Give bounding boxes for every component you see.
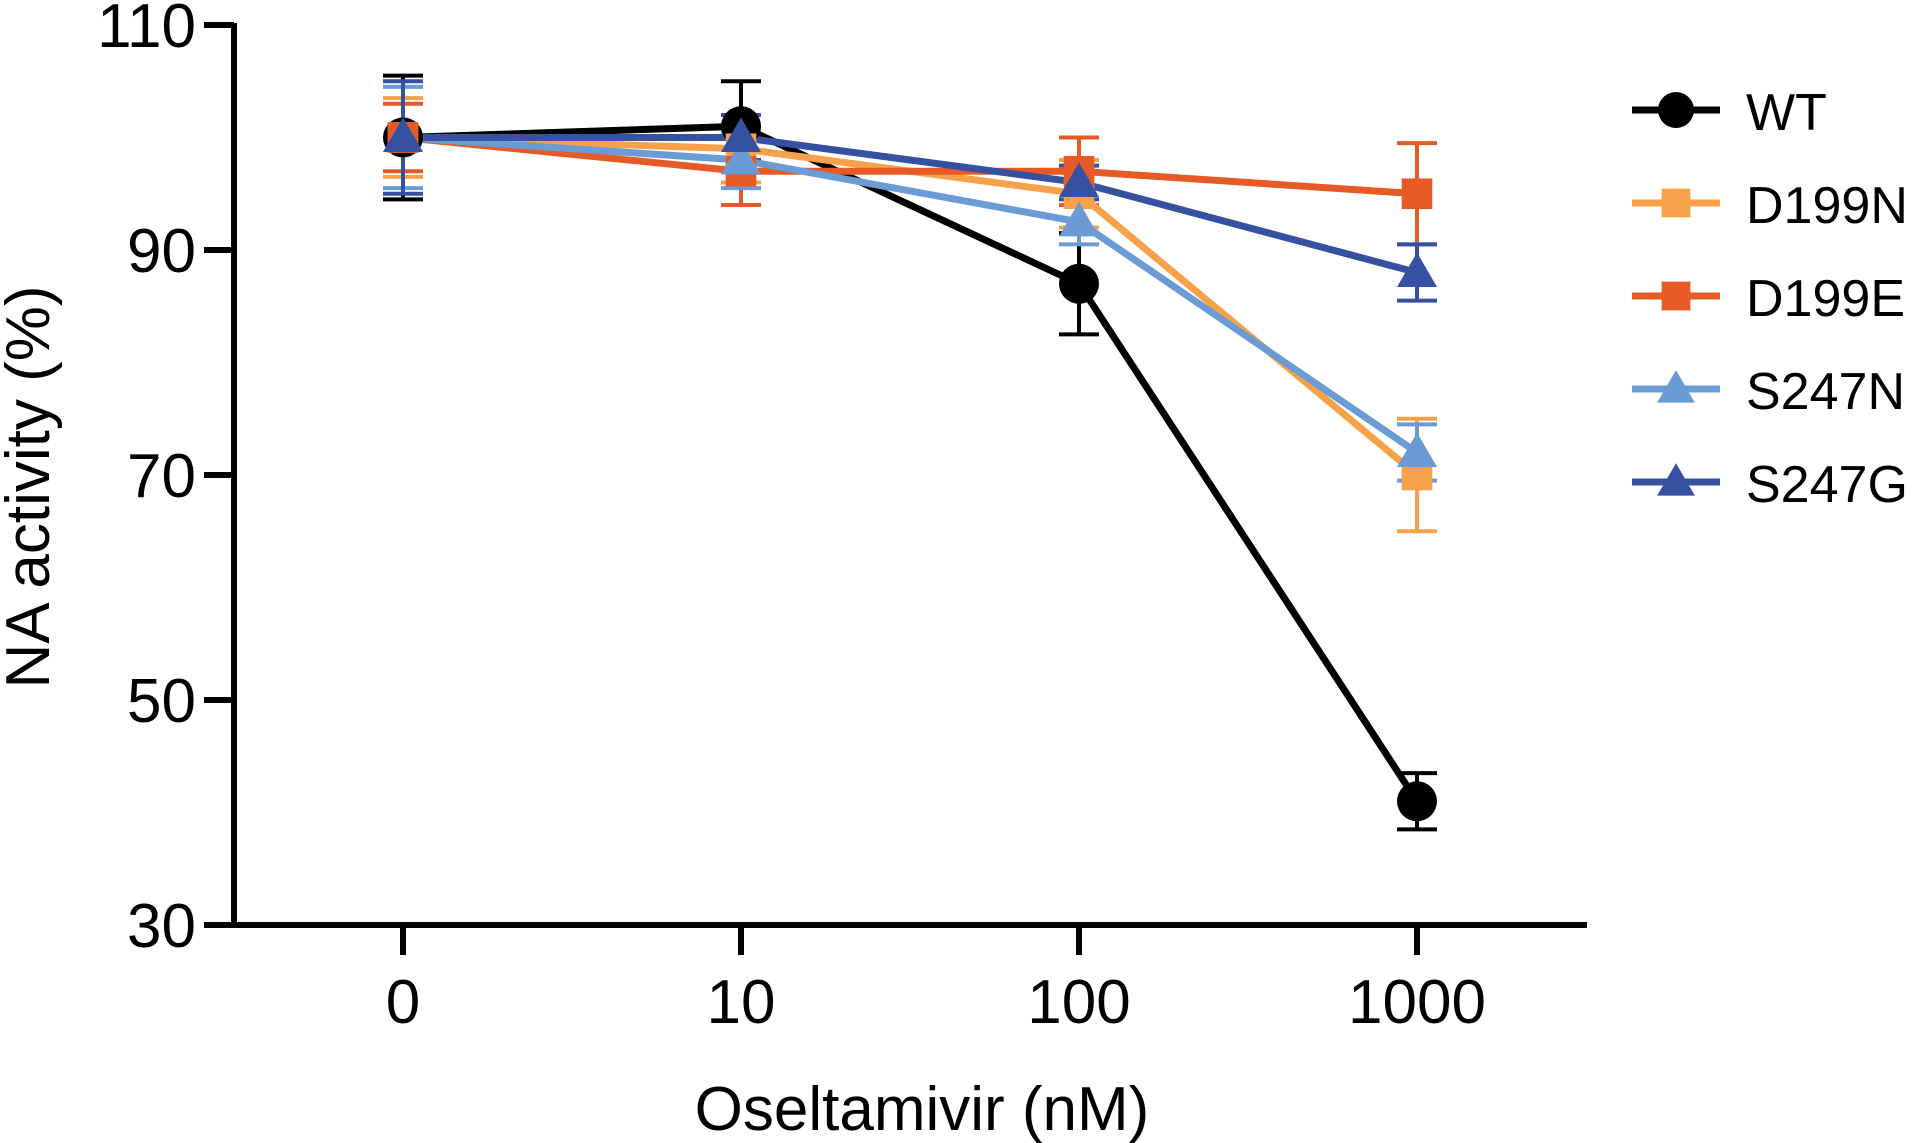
series-D199E-line: [402, 134, 1418, 198]
legend-swatch-marker: [1658, 92, 1694, 128]
data-point: [1396, 252, 1438, 288]
legend-item-WT: WT: [1632, 84, 1827, 142]
data-point: [1397, 781, 1437, 822]
data-point: [720, 117, 762, 153]
legend-label: D199E: [1746, 270, 1905, 328]
series-S247G-line: [403, 134, 1418, 276]
x-tick-label: 100: [1027, 968, 1130, 1037]
series-WT-points: [383, 106, 1437, 822]
legend-label: S247N: [1746, 363, 1905, 421]
series-layer: [382, 73, 1438, 832]
legend-item-D199N: D199N: [1632, 177, 1908, 235]
x-tick-label: 1000: [1348, 968, 1486, 1037]
x-tick-label: 0: [386, 968, 420, 1037]
legend-swatch-marker: [1661, 281, 1691, 311]
legend-label: S247G: [1746, 456, 1908, 514]
x-tick-label: 10: [707, 968, 776, 1037]
legend-swatch-marker: [1657, 370, 1695, 403]
data-point: [1396, 432, 1438, 468]
y-tick-label: 50: [127, 667, 196, 736]
legend-item-D199E: D199E: [1632, 270, 1905, 328]
legend-swatch-marker: [1661, 188, 1691, 218]
data-point: [1058, 201, 1100, 237]
series-WT-line: [402, 122, 1420, 804]
data-point: [382, 117, 424, 153]
y-tick-label: 30: [127, 892, 196, 961]
legend-item-S247N: S247N: [1632, 363, 1905, 421]
axes-layer: 30 50 70 90 110 0 10 100 1000: [97, 0, 1587, 1037]
y-tick-label: 90: [127, 217, 196, 286]
series-S247N-line: [402, 134, 1419, 456]
x-axis-title: Oseltamivir (nM): [695, 1075, 1150, 1143]
data-point: [1059, 263, 1099, 304]
y-tick-label: 110: [97, 0, 196, 61]
series-S247G-points: [382, 117, 1438, 288]
y-tick-label: 70: [127, 442, 196, 511]
legend-label: WT: [1746, 84, 1827, 142]
data-point: [1401, 178, 1433, 210]
legend-swatch-marker: [1657, 463, 1695, 496]
legend-label: D199N: [1746, 177, 1908, 235]
data-point: [1058, 162, 1100, 198]
legend-item-S247G: S247G: [1632, 456, 1908, 514]
data-point: [720, 139, 762, 175]
y-axis-title: NA activity (%): [0, 285, 63, 688]
legend: WT D199N D199E S247N S247G: [1632, 84, 1908, 514]
series-D199N-points: [387, 122, 1433, 491]
